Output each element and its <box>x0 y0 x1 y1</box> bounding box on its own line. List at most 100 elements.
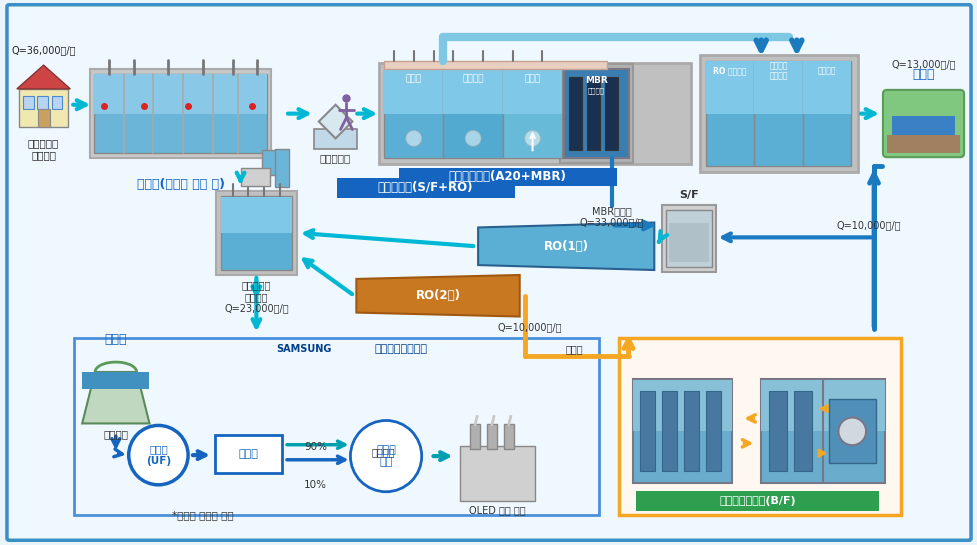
Bar <box>336 178 514 198</box>
Bar <box>564 69 628 158</box>
Bar <box>384 69 443 114</box>
Polygon shape <box>82 372 149 423</box>
Bar <box>275 149 289 187</box>
Bar <box>802 61 850 114</box>
Bar <box>19 89 68 126</box>
Text: OLED 패널 공장: OLED 패널 공장 <box>468 506 525 516</box>
Bar <box>640 391 655 471</box>
Bar <box>705 391 720 471</box>
Bar <box>661 391 676 471</box>
Polygon shape <box>478 222 654 270</box>
Bar <box>502 69 562 158</box>
FancyBboxPatch shape <box>882 90 963 157</box>
Text: S/F: S/F <box>678 190 698 200</box>
Bar <box>379 63 690 164</box>
Text: 배수지: 배수지 <box>238 449 258 459</box>
Polygon shape <box>356 275 519 317</box>
Bar <box>36 96 48 108</box>
Bar <box>314 130 357 149</box>
Bar <box>768 391 786 471</box>
Text: 형기조: 형기조 <box>405 75 421 83</box>
Bar <box>753 61 802 166</box>
Bar <box>632 380 731 431</box>
Bar <box>793 391 811 471</box>
Text: 아산신도시
생활하수: 아산신도시 생활하수 <box>28 138 60 160</box>
Text: MBR처리수
Q=33,000㎥/일: MBR처리수 Q=33,000㎥/일 <box>579 205 643 227</box>
Text: *비상시 광역과 연계: *비상시 광역과 연계 <box>172 511 234 520</box>
Bar <box>665 210 711 267</box>
Bar <box>560 64 632 163</box>
Bar <box>760 379 884 483</box>
Text: 재이용수
Q=23,000㎥/일: 재이용수 Q=23,000㎥/일 <box>224 292 288 313</box>
Bar <box>37 108 50 126</box>
Bar <box>487 425 496 449</box>
FancyBboxPatch shape <box>7 5 970 540</box>
Bar <box>828 399 875 463</box>
Bar <box>753 61 802 114</box>
Polygon shape <box>319 105 352 138</box>
Text: SAMSUNG: SAMSUNG <box>276 344 331 354</box>
Text: 호기조: 호기조 <box>812 490 832 501</box>
Circle shape <box>405 130 421 146</box>
Text: 멤브레인: 멤브레인 <box>587 88 605 94</box>
Bar <box>632 379 731 483</box>
Text: 삼성디스플레이㎎: 삼성디스플레이㎎ <box>374 344 427 354</box>
Text: 전처리(협잡물 제거 등): 전처리(협잡물 제거 등) <box>137 178 225 191</box>
Text: 농축수: 농축수 <box>565 344 582 354</box>
Bar <box>569 77 581 150</box>
Text: 세정용수: 세정용수 <box>371 447 395 457</box>
Bar <box>262 150 281 175</box>
Bar <box>604 77 617 150</box>
Bar <box>460 446 534 501</box>
Text: 90%: 90% <box>304 442 326 452</box>
Text: 방류수조: 방류수조 <box>817 66 835 76</box>
Bar <box>216 191 297 275</box>
Bar <box>586 77 599 150</box>
Bar <box>94 74 267 153</box>
Bar <box>52 96 63 108</box>
Bar <box>668 222 708 262</box>
Text: 정수장
(UF): 정수장 (UF) <box>146 444 171 466</box>
Text: 호기조: 호기조 <box>524 75 540 83</box>
Bar <box>636 490 878 511</box>
Circle shape <box>837 417 866 445</box>
Text: 광역원수: 광역원수 <box>104 429 128 439</box>
Bar <box>705 61 753 166</box>
Circle shape <box>524 130 540 146</box>
Bar <box>503 425 513 449</box>
Text: 드럼스크린: 드럼스크린 <box>319 153 351 164</box>
Bar <box>705 61 753 114</box>
Circle shape <box>465 130 481 146</box>
Bar <box>443 69 502 114</box>
Bar <box>82 372 149 389</box>
Bar <box>399 168 616 186</box>
Text: 탈질조: 탈질조 <box>671 490 692 501</box>
Bar <box>215 435 281 473</box>
Circle shape <box>129 426 188 485</box>
Polygon shape <box>17 65 70 89</box>
Bar <box>502 69 562 114</box>
Bar <box>240 168 270 186</box>
Bar <box>700 55 858 172</box>
Bar <box>661 205 715 272</box>
Text: 농축수처리공정(B/F): 농축수처리공정(B/F) <box>719 495 795 506</box>
Text: RO(1단): RO(1단) <box>543 240 588 253</box>
Text: Q=10,000㎥/일: Q=10,000㎥/일 <box>497 323 561 332</box>
Bar <box>221 197 292 233</box>
Text: RO 공급수조: RO 공급수조 <box>712 66 746 76</box>
Text: 대청댓: 대청댓 <box>105 333 127 346</box>
Bar <box>886 135 959 153</box>
Text: RO(2단): RO(2단) <box>415 289 460 302</box>
Bar <box>90 69 271 158</box>
Bar <box>221 196 292 270</box>
Text: 명암천: 명암천 <box>912 68 934 81</box>
Bar <box>384 61 606 69</box>
Bar <box>618 338 900 514</box>
Bar <box>802 61 850 166</box>
Text: 잔류용수
공급수조: 잔류용수 공급수조 <box>769 62 786 81</box>
Bar <box>384 69 443 158</box>
Bar <box>94 74 267 114</box>
Bar <box>683 391 699 471</box>
Text: 초순수
시설: 초순수 시설 <box>376 445 396 467</box>
Bar <box>760 380 884 431</box>
